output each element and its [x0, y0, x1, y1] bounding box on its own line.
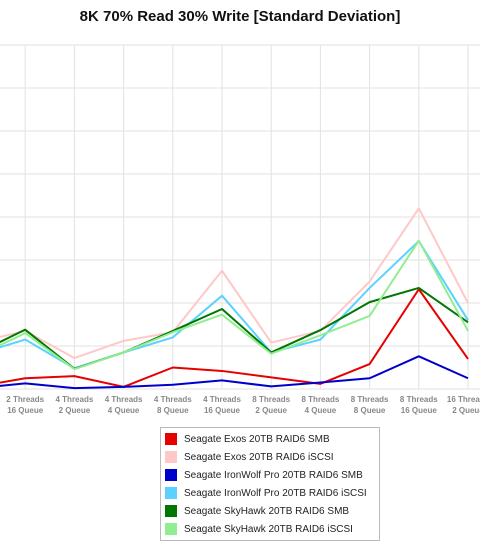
x-tick-label: 2 Queue: [255, 406, 287, 415]
legend-label: Seagate SkyHawk 20TB RAID6 iSCSI: [184, 523, 353, 535]
x-tick-label: 2 Threads: [6, 395, 44, 404]
series-line-6: [0, 239, 469, 371]
x-tick-label: 8 Threads: [351, 395, 389, 404]
legend-item[interactable]: Seagate Exos 20TB RAID6 iSCSI: [161, 448, 379, 466]
chart-title: 8K 70% Read 30% Write [Standard Deviatio…: [79, 8, 401, 25]
x-tick-label: 8 Threads: [252, 395, 290, 404]
x-tick-label: 4 Threads: [203, 395, 241, 404]
series-line-3: [0, 355, 469, 390]
series-line-1: [0, 288, 469, 388]
legend-label: Seagate IronWolf Pro 20TB RAID6 SMB: [184, 469, 363, 481]
grid-lines: [0, 44, 480, 390]
legend-swatch: [165, 451, 177, 463]
legend: Seagate Exos 20TB RAID6 SMB Seagate Exos …: [160, 427, 380, 541]
series-line-2: [0, 207, 469, 360]
series-line-4: [0, 240, 469, 370]
legend-label: Seagate Exos 20TB RAID6 iSCSI: [184, 451, 334, 463]
x-tick-label: 2 Queue: [59, 406, 91, 415]
legend-swatch: [165, 487, 177, 499]
x-tick-label: 4 Threads: [105, 395, 143, 404]
series-line-5: [0, 286, 469, 370]
legend-item[interactable]: Seagate SkyHawk 20TB RAID6 SMB: [161, 502, 379, 520]
legend-item[interactable]: Seagate Exos 20TB RAID6 SMB: [161, 430, 379, 448]
x-tick-label: 8 Threads: [302, 395, 340, 404]
legend-swatch: [165, 433, 177, 445]
legend-swatch: [165, 523, 177, 535]
series-layer: [0, 207, 469, 390]
legend-swatch: [165, 505, 177, 517]
x-tick-label: 4 Queue: [108, 406, 140, 415]
x-tick-label: 4 Queue: [305, 406, 337, 415]
x-tick-label: 2 Queue: [452, 406, 480, 415]
legend-label: Seagate IronWolf Pro 20TB RAID6 iSCSI: [184, 487, 367, 499]
legend-item[interactable]: Seagate SkyHawk 20TB RAID6 iSCSI: [161, 520, 379, 538]
legend-item[interactable]: Seagate IronWolf Pro 20TB RAID6 iSCSI: [161, 484, 379, 502]
x-tick-label: 16 Queue: [204, 406, 241, 415]
x-tick-label: 8 Queue: [157, 406, 189, 415]
x-tick-label: 8 Threads: [400, 395, 438, 404]
x-tick-label: 16 Queue: [401, 406, 438, 415]
x-tick-label: 8 Queue: [354, 406, 386, 415]
x-tick-label: 16 Queue: [7, 406, 44, 415]
legend-item[interactable]: Seagate IronWolf Pro 20TB RAID6 SMB: [161, 466, 379, 484]
legend-label: Seagate SkyHawk 20TB RAID6 SMB: [184, 505, 350, 517]
x-tick-label: 16 Threads: [447, 395, 480, 404]
legend-label: Seagate Exos 20TB RAID6 SMB: [184, 433, 330, 445]
x-tick-label: 4 Threads: [56, 395, 94, 404]
x-tick-label: 4 Threads: [154, 395, 192, 404]
legend-swatch: [165, 469, 177, 481]
